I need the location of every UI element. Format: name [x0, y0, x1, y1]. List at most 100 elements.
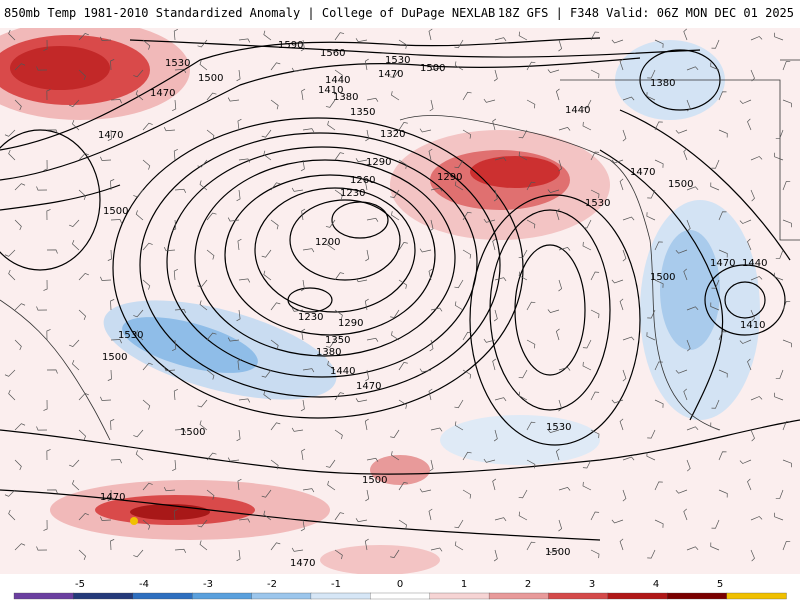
- wind-barb: [646, 212, 656, 221]
- wind-barb: [36, 306, 48, 311]
- wind-barb: [590, 511, 600, 521]
- wind-barb: [518, 249, 528, 259]
- wind-barb: [135, 90, 144, 101]
- contour-label: 1500: [668, 179, 693, 190]
- wind-barb: [14, 63, 26, 71]
- wind-barb: [334, 152, 345, 161]
- wind-barb: [619, 538, 624, 551]
- wind-barb: [782, 99, 792, 108]
- wind-barb: [4, 249, 16, 257]
- wind-barb: [69, 99, 80, 107]
- model-run-info: 18Z GFS | F348 Valid: 06Z MON DEC 01 202…: [497, 6, 794, 20]
- wind-barb: [142, 159, 151, 170]
- contour-label: 1560: [320, 48, 345, 59]
- wind-barb: [686, 306, 699, 311]
- wind-barb: [590, 69, 600, 79]
- wind-barb: [100, 396, 112, 401]
- wind-barb: [454, 279, 464, 289]
- wind-barb: [43, 519, 48, 531]
- wind-barb: [142, 122, 153, 131]
- colorbar-tick-label: 1: [461, 579, 467, 590]
- wind-barb: [782, 421, 791, 431]
- wind-barb: [270, 219, 279, 230]
- wind-barb: [302, 488, 315, 493]
- wind-barb: [558, 519, 563, 532]
- map-header: 850mb Temp 1981-2010 Standardized Anomal…: [0, 0, 800, 28]
- wind-barb: [454, 421, 464, 431]
- colorbar-swatch: [429, 592, 490, 600]
- wind-barb: [78, 429, 86, 440]
- wind-barb: [547, 189, 560, 194]
- wind-barb: [46, 129, 58, 134]
- wind-barb: [43, 399, 48, 411]
- wind-barb: [197, 519, 208, 528]
- wind-barb: [261, 369, 272, 378]
- wind-barb: [36, 426, 48, 431]
- wind-barb: [526, 301, 536, 311]
- contour-label: 1530: [546, 422, 571, 433]
- wind-barb: [172, 339, 177, 352]
- wind-barb: [197, 39, 208, 48]
- wind-barb: [686, 219, 691, 232]
- wind-barb: [493, 309, 498, 322]
- wind-barb: [300, 159, 305, 172]
- wind-barb: [494, 277, 507, 282]
- contour-label: 1380: [316, 347, 341, 358]
- contour-label: 1470: [356, 381, 381, 392]
- wind-barb: [483, 458, 496, 463]
- wind-barb: [46, 89, 51, 101]
- wind-barb: [270, 182, 281, 191]
- wind-barb: [718, 451, 727, 461]
- wind-barb: [270, 302, 281, 311]
- wind-barb: [390, 189, 400, 198]
- wind-barb: [462, 331, 472, 341]
- wind-barb: [619, 58, 624, 71]
- wind-barb: [391, 451, 400, 461]
- wind-barb: [398, 39, 407, 49]
- wind-barb: [747, 238, 752, 251]
- wind-barb: [518, 151, 528, 161]
- wind-barb: [100, 516, 112, 521]
- wind-barb: [710, 542, 720, 551]
- wind-barb: [647, 189, 656, 199]
- wind-barb: [334, 189, 343, 200]
- wind-barb: [300, 399, 305, 412]
- wind-barb: [555, 208, 560, 221]
- wind-barb: [454, 181, 464, 191]
- wind-barb: [206, 212, 217, 221]
- wind-barb: [46, 369, 58, 374]
- wind-barb: [622, 96, 635, 101]
- wind-barb: [78, 153, 89, 161]
- wind-barb: [270, 459, 279, 470]
- wind-barb: [206, 249, 215, 260]
- wind-barb: [547, 549, 560, 554]
- wind-barb: [590, 391, 600, 401]
- wind-barb: [334, 32, 345, 41]
- wind-barb: [526, 459, 536, 469]
- contour-label: 1500: [102, 352, 127, 363]
- wind-barb: [107, 489, 112, 501]
- wind-barb: [365, 369, 370, 382]
- wind-barb: [364, 58, 369, 71]
- wind-barb: [430, 547, 443, 552]
- wind-barb: [291, 67, 304, 72]
- wind-barb: [14, 459, 22, 471]
- wind-barb: [518, 129, 528, 139]
- wind-barb: [429, 219, 434, 232]
- wind-barb: [391, 331, 400, 341]
- colorbar-swatch: [667, 592, 728, 600]
- wind-barb: [526, 541, 536, 551]
- wind-barb: [100, 156, 112, 161]
- wind-barb: [263, 150, 272, 161]
- wind-barb: [429, 99, 434, 112]
- wind-barb: [133, 189, 144, 198]
- wind-barb: [611, 279, 624, 284]
- wind-barb: [236, 429, 241, 442]
- colorbar: -5 -4 -3 -2 -1 0 1 2 3 4 5: [0, 574, 800, 600]
- wind-barb: [558, 246, 571, 251]
- wind-barb: [430, 187, 443, 192]
- wind-barb: [494, 37, 507, 42]
- wind-barb: [334, 429, 343, 440]
- wind-barb: [718, 249, 728, 258]
- wind-barb: [647, 69, 656, 79]
